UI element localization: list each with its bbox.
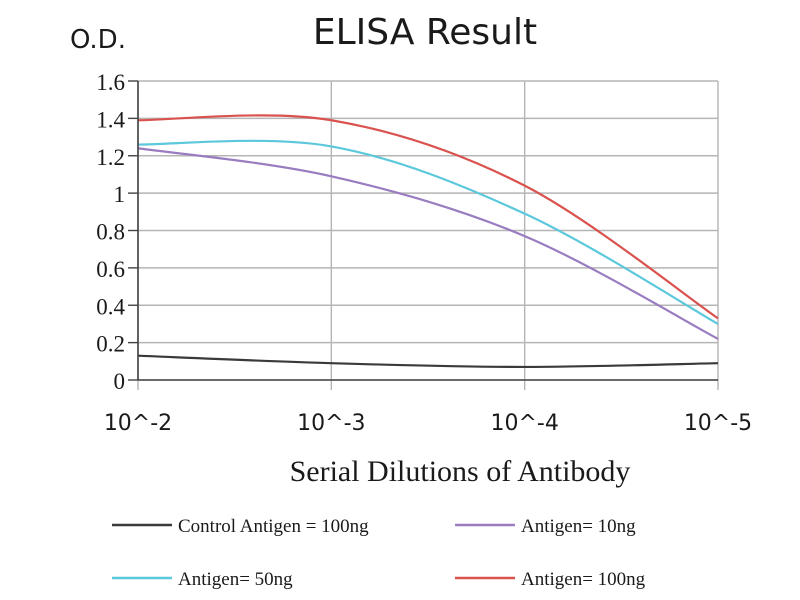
chart-title: ELISA Result bbox=[313, 12, 537, 53]
axes bbox=[128, 80, 718, 381]
series-line-antigen-10ng bbox=[137, 147, 719, 340]
x-tick-labels: 10^-2 10^-3 10^-4 10^-5 bbox=[104, 411, 752, 436]
legend: Control Antigen = 100ng Antigen= 10ng Anti… bbox=[112, 516, 646, 590]
series-line-control-antigen-100ng bbox=[137, 354, 719, 369]
y-tick-label: 0.6 bbox=[96, 257, 125, 282]
x-tick-label: 10^-3 bbox=[297, 411, 365, 436]
series-line-antigen-50ng bbox=[137, 139, 719, 325]
legend-label: Antigen= 10ng bbox=[521, 516, 636, 537]
y-tick-label: 1 bbox=[114, 182, 126, 207]
x-tick-label: 10^-2 bbox=[104, 411, 172, 436]
y-axis-label: O.D. bbox=[70, 25, 126, 55]
y-tick-label: 1.6 bbox=[96, 70, 125, 95]
series-line-antigen-100ng bbox=[137, 114, 719, 320]
x-axis-label: Serial Dilutions of Antibody bbox=[290, 455, 631, 488]
legend-label: Control Antigen = 100ng bbox=[178, 516, 369, 537]
series-lines bbox=[137, 114, 719, 369]
y-tick-label: 0 bbox=[114, 369, 126, 394]
y-tick-label: 0.8 bbox=[96, 220, 125, 245]
y-tick-label: 1.2 bbox=[96, 145, 125, 170]
x-tick-label: 10^-5 bbox=[684, 411, 752, 436]
legend-label: Antigen= 100ng bbox=[521, 569, 646, 590]
y-tick-labels: 0 0.2 0.4 0.6 0.8 1 1.2 1.4 1.6 bbox=[96, 70, 125, 394]
y-tick-label: 1.4 bbox=[96, 107, 125, 132]
y-tick-label: 0.2 bbox=[96, 332, 125, 357]
x-tick-label: 10^-4 bbox=[490, 411, 558, 436]
y-tick-label: 0.4 bbox=[96, 294, 125, 319]
legend-label: Antigen= 50ng bbox=[178, 569, 293, 590]
